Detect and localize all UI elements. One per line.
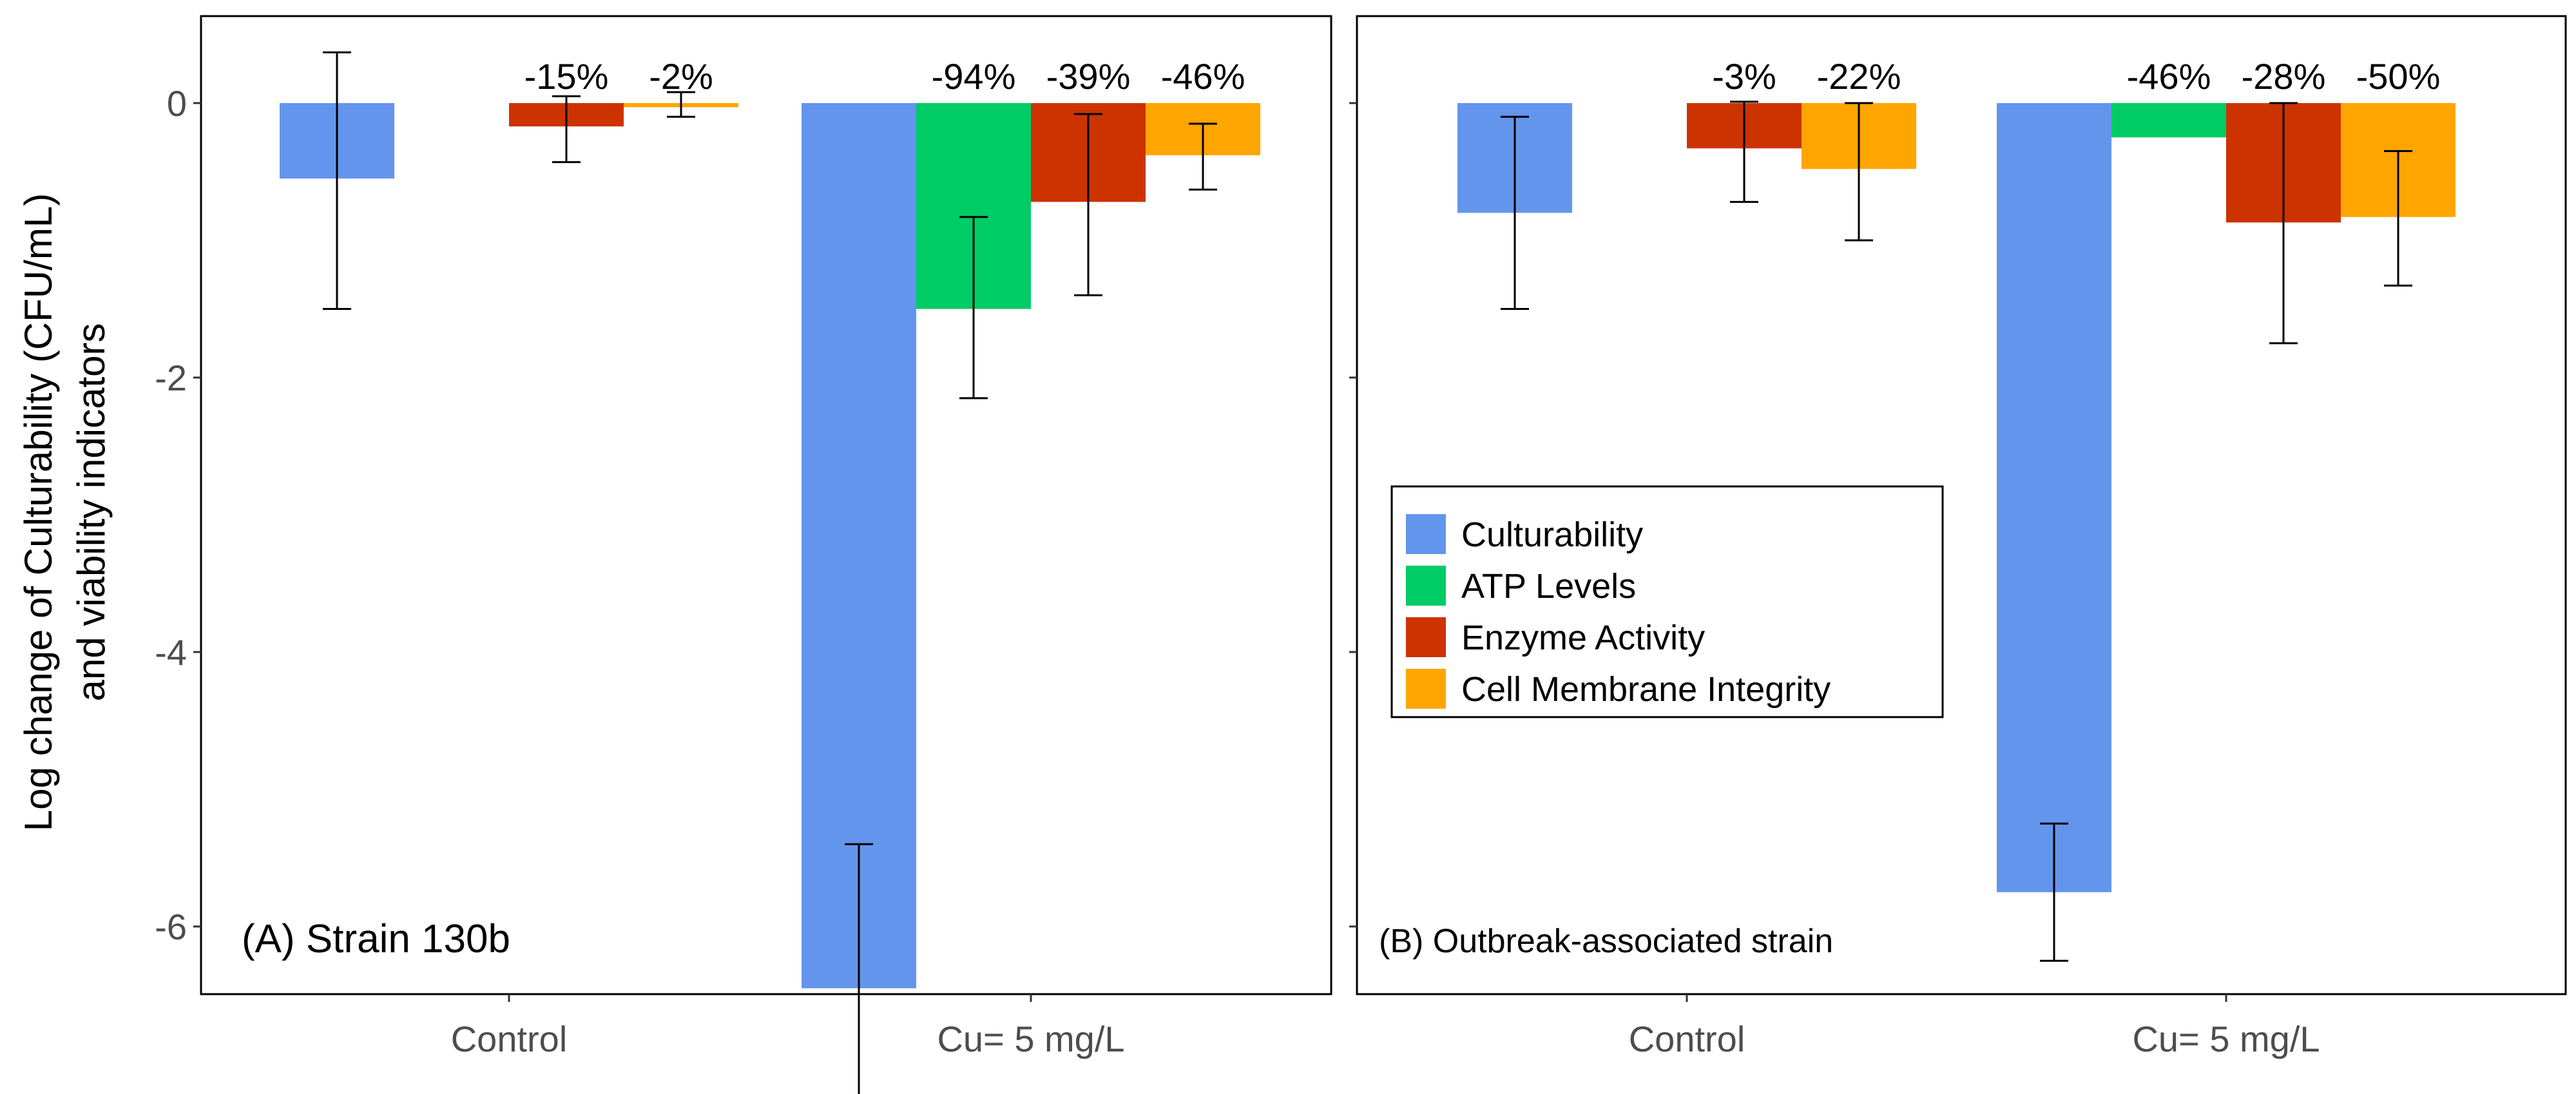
panel-a-y-tick-label: -6 (155, 907, 187, 947)
panel-b-data-label: -50% (2356, 56, 2441, 97)
panel-b-frame (1356, 15, 2567, 995)
panel-a-data-label: -2% (649, 56, 713, 97)
legend-label: Culturability (1461, 515, 1643, 554)
panel-a-x-tick-label: Cu= 5 mg/L (937, 1019, 1124, 1059)
panel-b-bar (1997, 103, 2111, 892)
legend-swatch (1406, 566, 1446, 606)
panel-a-y-tick-label: -4 (155, 632, 187, 673)
legend-swatch (1406, 617, 1446, 657)
legend: Culturability ATP Levels Enzyme Activity Ce… (1390, 485, 1944, 718)
panel-b-data-label: -28% (2242, 56, 2326, 97)
panel-b-data-label: -46% (2127, 56, 2211, 97)
y-axis-title-line2: and viability indicators (70, 323, 113, 702)
panel-a-x-tick-label: Control (451, 1019, 568, 1059)
panel-a-y-tick-label: -2 (155, 358, 187, 398)
panel-b-bar (2111, 103, 2226, 138)
panel-a-data-label: -15% (524, 56, 609, 97)
panel-a-data-label: -46% (1161, 56, 1245, 97)
panel-a-data-label: -94% (932, 56, 1016, 97)
legend-swatch (1406, 669, 1446, 709)
panel-a-y-tick-label: 0 (167, 83, 187, 124)
panel-a: 0 -2 -4 -6 Control Cu= 5 mg/L -15% -2% -94% -39% -… (155, 15, 1332, 1094)
panel-b-data-label: -3% (1712, 56, 1776, 97)
panel-b-title: (B) Outbreak-associated strain (1379, 923, 1833, 960)
panel-a-bar (802, 103, 916, 988)
y-axis-title-line1: Log change of Culturability (CFU/mL) (17, 193, 60, 831)
legend-label: Enzyme Activity (1461, 619, 1705, 657)
panel-a-title: (A) Strain 130b (242, 917, 510, 961)
legend-box (1390, 485, 1944, 718)
panel-b: Control Cu= 5 mg/L -3% -22% -46% -28% -50% (B) … (1349, 15, 2567, 1059)
panel-b-data-label: -22% (1817, 56, 1901, 97)
legend-label: ATP Levels (1461, 567, 1636, 606)
legend-label: Cell Membrane Integrity (1461, 670, 1831, 709)
panel-a-data-label: -39% (1046, 56, 1131, 97)
panel-a-frame (200, 15, 1332, 995)
panel-b-x-tick-label: Cu= 5 mg/L (2132, 1019, 2320, 1059)
panel-b-x-tick-label: Control (1629, 1019, 1745, 1059)
legend-swatch (1406, 514, 1446, 554)
